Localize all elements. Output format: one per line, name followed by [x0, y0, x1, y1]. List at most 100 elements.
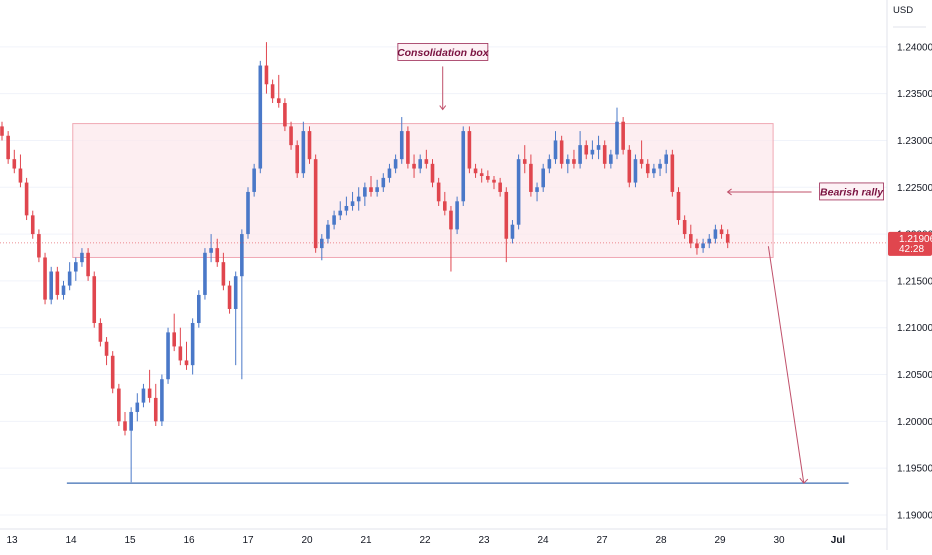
- candle: [609, 149, 613, 169]
- bearish-rally-callout[interactable]: Bearish rally: [726, 182, 885, 201]
- candle-body: [406, 131, 410, 164]
- candle-body: [6, 135, 10, 160]
- time-axis[interactable]: 13 14 15 16 17 20 21 22 23 24 27 28 29 30 Jul: [6, 535, 845, 546]
- candle-body: [356, 196, 361, 202]
- date-tick-label: 29: [714, 535, 726, 546]
- price-tick-label: 1.21500: [897, 276, 932, 287]
- date-tick-label: 27: [596, 535, 608, 546]
- candle-body: [443, 201, 447, 211]
- candle: [363, 182, 367, 206]
- candle-body: [627, 149, 632, 183]
- candle: [658, 159, 662, 177]
- candle: [178, 327, 183, 366]
- consolidation-box-callout[interactable]: Consolidation box: [397, 43, 490, 111]
- candle-body: [473, 168, 478, 174]
- candle-body: [713, 229, 718, 239]
- bearish-rally-arrow-head: [726, 188, 732, 196]
- candle: [504, 187, 509, 263]
- candle: [559, 135, 564, 169]
- candle: [443, 191, 447, 216]
- candle-body: [559, 140, 564, 164]
- date-tick-label: 15: [124, 535, 136, 546]
- candle-body: [141, 388, 146, 403]
- candle: [295, 140, 299, 178]
- candle: [670, 149, 675, 197]
- candle: [215, 238, 220, 267]
- candle: [645, 159, 650, 178]
- candle-body: [98, 323, 103, 342]
- candle-body: [455, 201, 459, 230]
- consolidation-box: [72, 123, 774, 258]
- candle: [436, 177, 441, 206]
- candle-body: [449, 210, 453, 230]
- candle-body: [664, 154, 668, 164]
- price-tick-label: 1.22500: [897, 183, 932, 194]
- candle-body: [178, 346, 183, 361]
- overlays: Consolidation box Bearish rally: [0, 43, 887, 484]
- candle: [30, 210, 35, 239]
- date-tick-label: 14: [65, 535, 77, 546]
- candle-body: [110, 355, 115, 389]
- candle: [621, 117, 625, 155]
- candle: [350, 191, 355, 211]
- price-tick-label: 1.19000: [897, 510, 932, 521]
- candle-body: [529, 163, 533, 192]
- price-tick-label: 1.21000: [897, 323, 932, 334]
- candle-body: [55, 271, 60, 295]
- candle-body: [572, 159, 576, 164]
- projection-arrow-line[interactable]: [767, 246, 805, 484]
- candle: [153, 383, 158, 427]
- candle: [430, 159, 435, 188]
- candle: [424, 149, 429, 169]
- candle-body: [596, 145, 601, 150]
- candle: [553, 131, 558, 164]
- candle: [326, 220, 330, 244]
- candle: [43, 252, 47, 305]
- candle-body: [147, 388, 152, 398]
- candle: [301, 121, 306, 178]
- date-tick-label: 17: [242, 535, 254, 546]
- candle-body: [313, 159, 318, 249]
- candle: [221, 252, 226, 291]
- candle-body: [363, 187, 367, 197]
- candle-body: [203, 252, 207, 295]
- candle-body: [92, 276, 97, 324]
- last-price-tag-bg: [888, 231, 932, 256]
- candle-body: [153, 397, 158, 422]
- candle: [566, 154, 570, 174]
- candle: [498, 177, 502, 197]
- price-tick-label: 1.20000: [897, 417, 932, 428]
- candle: [676, 187, 681, 225]
- candle-body: [233, 276, 238, 309]
- candle-body: [393, 159, 398, 169]
- candle-body: [49, 271, 53, 300]
- bar-countdown: 42:28: [899, 244, 924, 255]
- candle-body: [43, 257, 47, 300]
- candle: [6, 131, 10, 164]
- candle: [129, 407, 133, 483]
- candle-body: [24, 182, 29, 216]
- candle-body: [633, 159, 638, 183]
- candle-body: [652, 168, 656, 174]
- candle: [633, 154, 638, 188]
- consolidation-box-label: Consolidation box: [397, 47, 490, 59]
- candle-body: [67, 271, 72, 286]
- candle-body: [320, 238, 324, 249]
- candle: [393, 154, 398, 174]
- candle-body: [535, 187, 539, 192]
- date-tick-label: 22: [419, 535, 431, 546]
- candle-body: [104, 341, 109, 356]
- price-axis[interactable]: 1.240001.235001.230001.225001.220001.215…: [897, 42, 932, 521]
- candle-body: [209, 248, 213, 253]
- candle-body: [117, 388, 121, 422]
- candle: [227, 280, 232, 314]
- candle: [406, 126, 410, 169]
- candle: [166, 327, 170, 384]
- candle: [123, 411, 127, 436]
- candle-body: [707, 238, 712, 244]
- candle: [172, 313, 176, 352]
- candle: [516, 154, 521, 230]
